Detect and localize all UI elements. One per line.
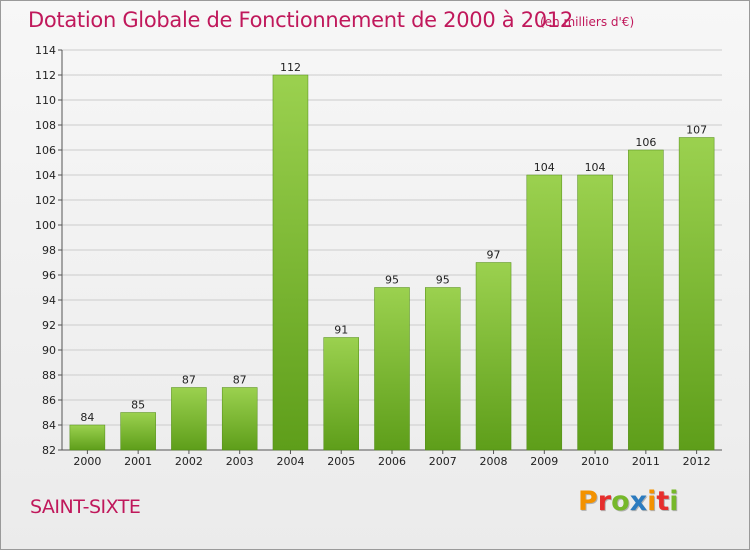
logo-letter: i — [647, 486, 657, 517]
x-tick-label: 2003 — [226, 455, 254, 468]
logo-letter: i — [669, 486, 679, 517]
logo-letter: P — [578, 486, 598, 517]
y-tick-label: 110 — [35, 94, 56, 107]
y-tick-label: 92 — [42, 319, 56, 332]
bar-2004 — [272, 74, 309, 451]
x-tick-label: 2006 — [378, 455, 406, 468]
x-tick-label: 2010 — [581, 455, 609, 468]
data-label-2010: 104 — [585, 161, 606, 174]
logo-letter: o — [611, 486, 630, 517]
y-tick-label: 94 — [42, 294, 56, 307]
bar-2005 — [323, 337, 359, 451]
bar-2011 — [628, 149, 664, 451]
y-tick-label: 104 — [35, 169, 56, 182]
x-tick-label: 2011 — [632, 455, 660, 468]
bar-2008 — [475, 262, 512, 451]
bar-2007 — [425, 287, 461, 451]
chart-title: Dotation Globale de Fonctionnement de 20… — [28, 8, 573, 32]
data-label-2003: 87 — [233, 374, 247, 387]
y-tick-label: 100 — [35, 219, 56, 232]
y-tick-label: 84 — [42, 419, 56, 432]
data-label-2004: 112 — [280, 61, 301, 74]
bar-2003 — [221, 387, 258, 451]
x-tick-label: 2012 — [683, 455, 711, 468]
logo-letter: t — [656, 486, 670, 517]
y-tick-label: 114 — [35, 44, 56, 57]
x-tick-label: 2008 — [480, 455, 508, 468]
y-tick-label: 108 — [35, 119, 56, 132]
y-tick-label: 98 — [42, 244, 56, 257]
bars — [69, 74, 715, 451]
bar-2006 — [374, 287, 410, 451]
data-label-2000: 84 — [80, 411, 94, 424]
logo-letter: r — [597, 486, 612, 517]
data-label-2006: 95 — [385, 274, 399, 287]
bar-2000 — [69, 424, 106, 451]
bar-2001 — [120, 412, 156, 451]
data-label-2001: 85 — [131, 399, 145, 412]
x-tick-label: 2000 — [73, 455, 101, 468]
bar-2012 — [678, 137, 715, 451]
proxiti-logo[interactable]: Proxiti — [578, 486, 679, 517]
x-tick-label: 2007 — [429, 455, 457, 468]
y-tick-label: 90 — [42, 344, 56, 357]
data-label-2012: 107 — [686, 124, 707, 137]
x-tick-label: 2004 — [276, 455, 304, 468]
data-label-2007: 95 — [436, 274, 450, 287]
y-tick-label: 88 — [42, 369, 56, 382]
bar-2010 — [577, 174, 613, 451]
y-tick-label: 102 — [35, 194, 56, 207]
y-tick-label: 82 — [42, 444, 56, 457]
y-tick-label: 86 — [42, 394, 56, 407]
data-label-2009: 104 — [534, 161, 555, 174]
bar-2002 — [171, 387, 207, 451]
bar-2009 — [526, 174, 563, 451]
chart-unit-note: (en milliers d'€) — [540, 15, 635, 29]
data-label-2011: 106 — [635, 136, 656, 149]
y-tick-label: 106 — [35, 144, 56, 157]
data-label-2005: 91 — [334, 324, 348, 337]
y-tick-label: 96 — [42, 269, 56, 282]
data-label-2008: 97 — [487, 249, 501, 262]
x-tick-label: 2009 — [530, 455, 558, 468]
logo-letter: x — [629, 486, 648, 517]
x-tick-label: 2005 — [327, 455, 355, 468]
y-tick-label: 112 — [35, 69, 56, 82]
x-tick-label: 2002 — [175, 455, 203, 468]
commune-name: SAINT-SIXTE — [30, 496, 141, 518]
x-tick-label: 2001 — [124, 455, 152, 468]
data-labels: 84 85 87 87 112 91 95 95 97 104 104 106 107 — [80, 61, 707, 424]
data-label-2002: 87 — [182, 374, 196, 387]
